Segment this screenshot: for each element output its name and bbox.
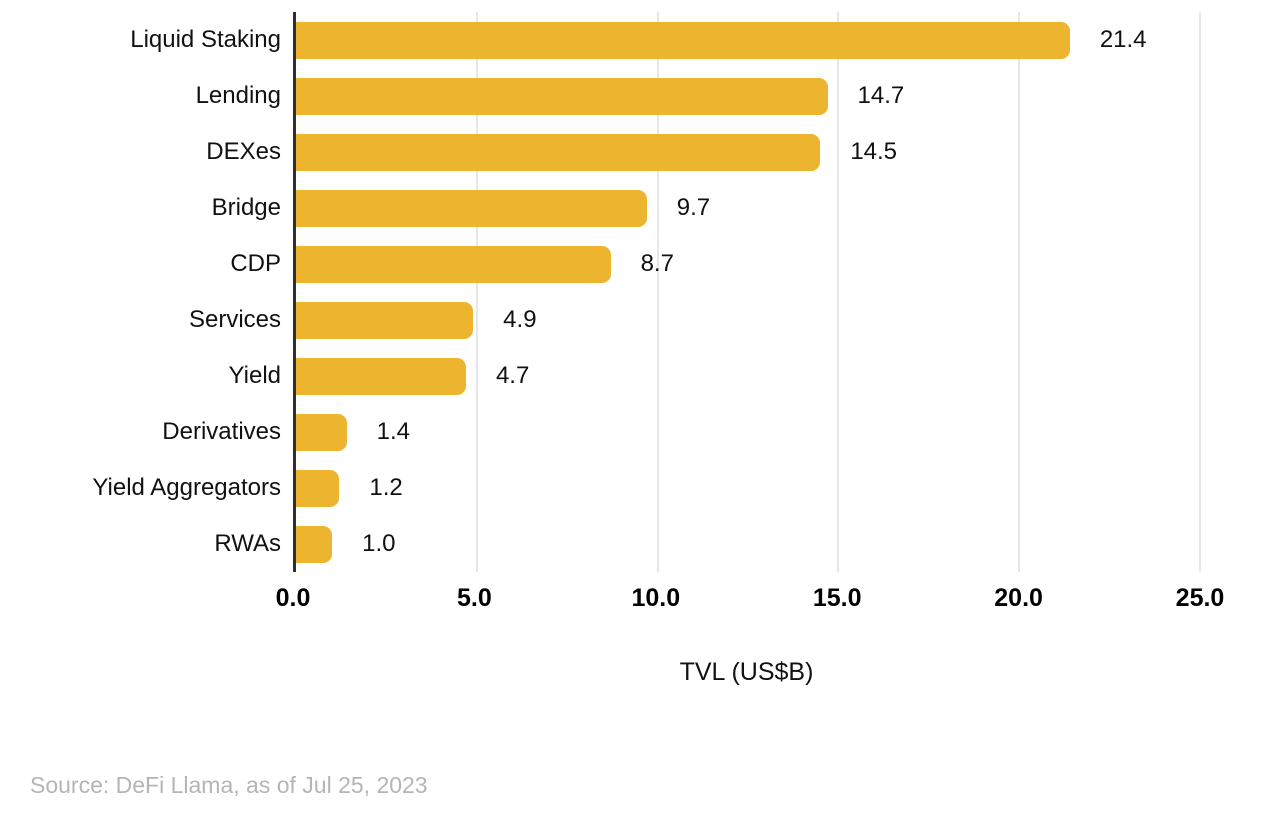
category-label: Liquid Staking bbox=[130, 26, 281, 53]
bar-row: 14.5 bbox=[296, 124, 1200, 180]
gridline bbox=[1199, 12, 1201, 572]
category-label: Yield bbox=[228, 362, 281, 389]
category-label: Lending bbox=[195, 82, 281, 109]
category-label: RWAs bbox=[214, 530, 281, 557]
bar-row: 1.2 bbox=[296, 460, 1200, 516]
gridline bbox=[475, 12, 478, 572]
category-label: DEXes bbox=[206, 138, 281, 165]
plot-area: 21.4 14.7 14.5 9.7 8.7 4.9 4.7 1.4 1.2 1.0 bbox=[293, 12, 1201, 572]
bar-row: 14.7 bbox=[296, 68, 1200, 124]
x-tick-label: 25.0 bbox=[1175, 584, 1225, 612]
category-label: Services bbox=[188, 306, 281, 333]
value-label: 14.5 bbox=[850, 138, 898, 165]
category-label: Bridge bbox=[211, 194, 281, 221]
bar-row: 9.7 bbox=[296, 180, 1200, 236]
gridline bbox=[1018, 12, 1021, 572]
value-label: 1.4 bbox=[376, 418, 410, 445]
gridline bbox=[837, 12, 840, 572]
value-label: 21.4 bbox=[1099, 26, 1147, 53]
gridline bbox=[656, 12, 659, 572]
bar-row: 1.0 bbox=[296, 516, 1200, 572]
bar bbox=[296, 525, 333, 563]
bar bbox=[296, 133, 821, 171]
category-labels-column: Liquid Staking Lending DEXes Bridge CDP Servi… bbox=[0, 12, 281, 572]
bar bbox=[296, 413, 347, 451]
value-label: 14.7 bbox=[857, 82, 905, 109]
category-label: CDP bbox=[230, 250, 281, 277]
bar bbox=[296, 77, 828, 115]
bar-row: 21.4 bbox=[296, 12, 1200, 68]
bar-rows: 21.4 14.7 14.5 9.7 8.7 4.9 4.7 1.4 1.2 1.0 bbox=[296, 12, 1200, 572]
bar-row: 4.7 bbox=[296, 348, 1200, 404]
value-label: 8.7 bbox=[640, 250, 674, 277]
x-axis-title: TVL (US$B) bbox=[679, 658, 814, 686]
bar-row: 4.9 bbox=[296, 292, 1200, 348]
bar bbox=[296, 357, 466, 395]
bar bbox=[296, 469, 340, 507]
x-tick-label: 10.0 bbox=[631, 584, 681, 612]
value-label: 4.7 bbox=[495, 362, 530, 389]
bar bbox=[296, 21, 1070, 59]
value-label: 1.2 bbox=[369, 474, 403, 501]
x-axis: 0.0 5.0 10.0 15.0 20.0 25.0 bbox=[276, 584, 1225, 616]
category-label: Yield Aggregators bbox=[92, 474, 281, 501]
value-label: 4.9 bbox=[503, 306, 537, 333]
bar bbox=[296, 301, 474, 339]
bar bbox=[296, 189, 647, 227]
bar-row: 8.7 bbox=[296, 236, 1200, 292]
bar-row: 1.4 bbox=[296, 404, 1200, 460]
x-tick-label: 0.0 bbox=[275, 584, 311, 612]
x-tick-label: 15.0 bbox=[812, 584, 862, 612]
value-label: 9.7 bbox=[676, 194, 711, 221]
x-tick-label: 5.0 bbox=[457, 584, 492, 612]
value-label: 1.0 bbox=[362, 530, 396, 557]
x-tick-label: 20.0 bbox=[994, 584, 1043, 612]
category-label: Derivatives bbox=[162, 418, 281, 445]
bar bbox=[296, 245, 611, 283]
source-note: Source: DeFi Llama, as of Jul 25, 2023 bbox=[30, 772, 428, 798]
